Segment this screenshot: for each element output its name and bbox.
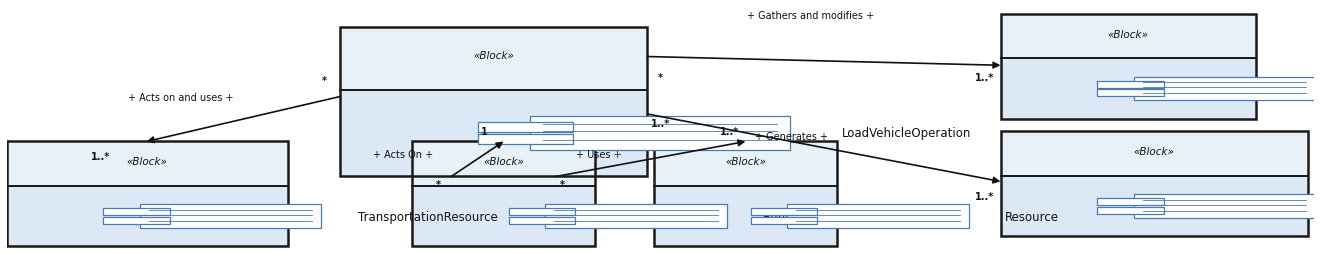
Text: TransportationResource: TransportationResource <box>358 210 498 223</box>
FancyBboxPatch shape <box>750 209 818 215</box>
FancyBboxPatch shape <box>1096 90 1164 97</box>
FancyBboxPatch shape <box>509 209 575 215</box>
FancyBboxPatch shape <box>654 186 838 246</box>
FancyBboxPatch shape <box>546 205 727 228</box>
Text: «Block»: «Block» <box>127 157 168 167</box>
FancyBboxPatch shape <box>103 209 169 215</box>
FancyBboxPatch shape <box>1096 199 1164 205</box>
Text: + Gathers and modifies +: + Gathers and modifies + <box>748 11 875 21</box>
FancyBboxPatch shape <box>7 186 288 246</box>
FancyBboxPatch shape <box>509 217 575 224</box>
FancyBboxPatch shape <box>339 27 647 90</box>
Text: 1..*: 1..* <box>651 118 670 128</box>
Text: *: * <box>658 72 663 82</box>
Text: 1..*: 1..* <box>975 192 995 202</box>
FancyBboxPatch shape <box>1000 59 1255 120</box>
Text: 1..*: 1..* <box>975 72 995 82</box>
FancyBboxPatch shape <box>412 142 594 186</box>
FancyBboxPatch shape <box>530 117 790 150</box>
FancyBboxPatch shape <box>1000 15 1255 59</box>
FancyBboxPatch shape <box>654 142 838 186</box>
Text: LoadVehicleOperation: LoadVehicleOperation <box>841 127 971 140</box>
Text: Buffer: Buffer <box>764 210 799 223</box>
FancyBboxPatch shape <box>1096 207 1164 214</box>
Text: *: * <box>322 76 326 86</box>
FancyBboxPatch shape <box>787 205 968 228</box>
Text: Resource: Resource <box>1005 210 1059 223</box>
Text: + Uses +: + Uses + <box>576 149 622 159</box>
FancyBboxPatch shape <box>750 217 818 224</box>
FancyBboxPatch shape <box>1000 132 1308 176</box>
Text: «Block»: «Block» <box>725 157 766 167</box>
FancyBboxPatch shape <box>140 205 321 228</box>
Text: + Acts On +: + Acts On + <box>373 149 433 159</box>
Text: «Block»: «Block» <box>1133 147 1174 157</box>
FancyBboxPatch shape <box>103 217 169 224</box>
FancyBboxPatch shape <box>478 134 573 144</box>
Text: + Acts on and uses +: + Acts on and uses + <box>128 92 234 102</box>
FancyBboxPatch shape <box>339 90 647 177</box>
Text: 1: 1 <box>481 127 487 137</box>
FancyBboxPatch shape <box>7 142 288 186</box>
Text: «Block»: «Block» <box>1107 30 1148 40</box>
FancyBboxPatch shape <box>1000 176 1308 236</box>
Text: «Block»: «Block» <box>473 51 514 61</box>
Text: *: * <box>436 179 441 189</box>
Text: «Block»: «Block» <box>483 157 524 167</box>
Text: 1..*: 1..* <box>720 127 740 137</box>
FancyBboxPatch shape <box>1133 78 1316 101</box>
Text: 1..*: 1..* <box>91 152 111 162</box>
FancyBboxPatch shape <box>412 186 594 246</box>
FancyBboxPatch shape <box>1133 195 1316 218</box>
Text: + Generates +: + Generates + <box>754 132 828 142</box>
FancyBboxPatch shape <box>478 123 573 133</box>
Text: *: * <box>560 179 565 189</box>
FancyBboxPatch shape <box>1096 82 1164 89</box>
